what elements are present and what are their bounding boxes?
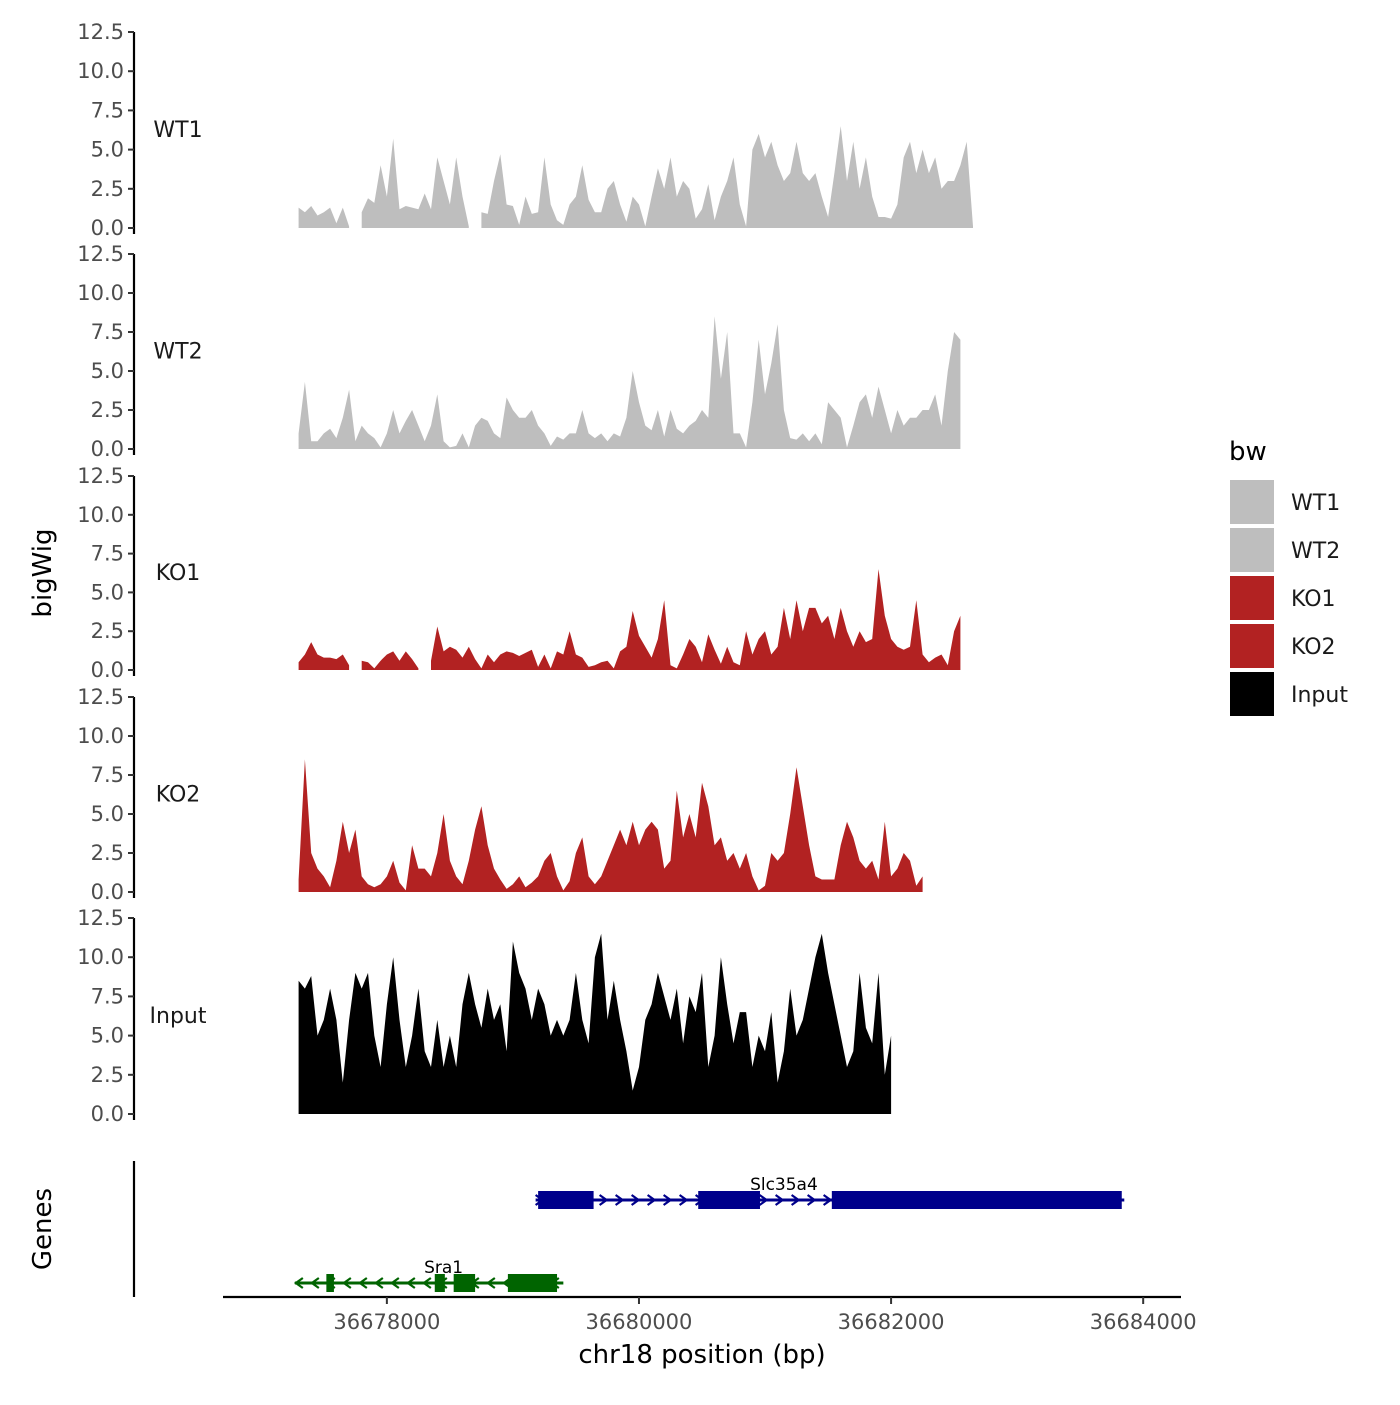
- y-tick-label: 7.5: [91, 984, 124, 1008]
- y-tick-label: 12.5: [77, 242, 124, 266]
- signal-area: [298, 933, 892, 1114]
- legend-swatch: [1230, 528, 1274, 572]
- y-tick-label: 12.5: [77, 906, 124, 930]
- gene-exon: [538, 1191, 594, 1209]
- y-tick-label: 7.5: [91, 763, 124, 787]
- y-tick-label: 12.5: [77, 685, 124, 709]
- track-label: Input: [150, 1004, 207, 1029]
- y-tick-label: 5.0: [91, 138, 124, 162]
- strand-arrow: [373, 1277, 384, 1289]
- genes-axis-title: Genes: [28, 1188, 58, 1270]
- track-label: WT1: [153, 118, 202, 143]
- y-tick-label: 5.0: [91, 580, 124, 604]
- x-tick-label: 36678000: [333, 1310, 440, 1334]
- y-tick-label: 0.0: [91, 658, 124, 682]
- track-label: KO1: [156, 561, 201, 586]
- gene-exon: [831, 1191, 1122, 1209]
- signal-area: [431, 569, 961, 670]
- strand-arrow: [485, 1277, 496, 1289]
- y-tick-label: 12.5: [77, 20, 124, 44]
- y-tick-label: 10.0: [77, 724, 124, 748]
- strand-arrow: [630, 1194, 641, 1206]
- x-axis-title: chr18 position (bp): [578, 1340, 825, 1370]
- y-tick-label: 10.0: [77, 281, 124, 305]
- y-axis-title: bigWig: [28, 528, 58, 617]
- strand-arrow: [806, 1194, 817, 1206]
- y-tick-label: 5.0: [91, 359, 124, 383]
- strand-arrow: [405, 1277, 416, 1289]
- gene-label: Slc35a4: [750, 1175, 818, 1195]
- strand-arrow: [646, 1194, 657, 1206]
- y-tick-label: 10.0: [77, 503, 124, 527]
- track-label: KO2: [156, 783, 201, 808]
- y-tick-label: 2.5: [91, 1063, 124, 1087]
- strand-arrow: [758, 1194, 769, 1206]
- strand-arrow: [357, 1277, 368, 1289]
- strand-arrow: [678, 1194, 689, 1206]
- signal-area: [361, 138, 469, 228]
- y-tick-label: 0.0: [91, 1102, 124, 1126]
- strand-arrow: [293, 1277, 304, 1289]
- track-label: WT2: [153, 340, 202, 365]
- y-tick-label: 2.5: [91, 398, 124, 422]
- strand-arrow: [341, 1277, 352, 1289]
- gene-exon: [698, 1191, 760, 1209]
- x-tick-label: 36684000: [1090, 1310, 1197, 1334]
- legend-title: bw: [1229, 437, 1267, 467]
- signal-area: [298, 759, 923, 892]
- y-tick-label: 7.5: [91, 98, 124, 122]
- signal-area: [481, 126, 973, 228]
- x-tick-label: 36682000: [838, 1310, 945, 1334]
- gene-exon: [453, 1274, 476, 1292]
- signal-area: [361, 651, 419, 670]
- legend-label: WT1: [1291, 491, 1340, 516]
- legend-label: WT2: [1291, 539, 1340, 564]
- y-tick-label: 7.5: [91, 542, 124, 566]
- legend-label: KO2: [1291, 635, 1336, 660]
- y-tick-label: 10.0: [77, 59, 124, 83]
- y-tick-label: 0.0: [91, 216, 124, 240]
- y-tick-label: 5.0: [91, 802, 124, 826]
- strand-arrow: [614, 1194, 625, 1206]
- legend-label: KO1: [1291, 587, 1336, 612]
- gene-exon: [326, 1274, 334, 1292]
- strand-arrow: [309, 1277, 320, 1289]
- strand-arrow: [822, 1194, 833, 1206]
- strand-arrow: [774, 1194, 785, 1206]
- y-tick-label: 0.0: [91, 880, 124, 904]
- y-tick-label: 10.0: [77, 945, 124, 969]
- gene-label: Sra1: [424, 1258, 463, 1278]
- y-tick-label: 0.0: [91, 437, 124, 461]
- signal-area: [298, 206, 350, 228]
- signal-area: [298, 642, 350, 670]
- strand-arrow: [389, 1277, 400, 1289]
- y-tick-label: 2.5: [91, 619, 124, 643]
- gene-exon: [507, 1274, 558, 1292]
- y-tick-label: 12.5: [77, 464, 124, 488]
- y-tick-label: 7.5: [91, 320, 124, 344]
- y-tick-label: 2.5: [91, 841, 124, 865]
- strand-arrow: [598, 1194, 609, 1206]
- legend-swatch: [1230, 624, 1274, 668]
- gene-exon: [434, 1274, 445, 1292]
- legend-label: Input: [1291, 683, 1348, 708]
- strand-arrow: [662, 1194, 673, 1206]
- strand-arrow: [790, 1194, 801, 1206]
- legend-swatch: [1230, 480, 1274, 524]
- legend-swatch: [1230, 576, 1274, 620]
- legend-swatch: [1230, 672, 1274, 716]
- y-tick-label: 5.0: [91, 1024, 124, 1048]
- signal-area: [298, 316, 961, 449]
- x-tick-label: 36680000: [586, 1310, 693, 1334]
- strand-arrow: [421, 1277, 432, 1289]
- y-tick-label: 2.5: [91, 177, 124, 201]
